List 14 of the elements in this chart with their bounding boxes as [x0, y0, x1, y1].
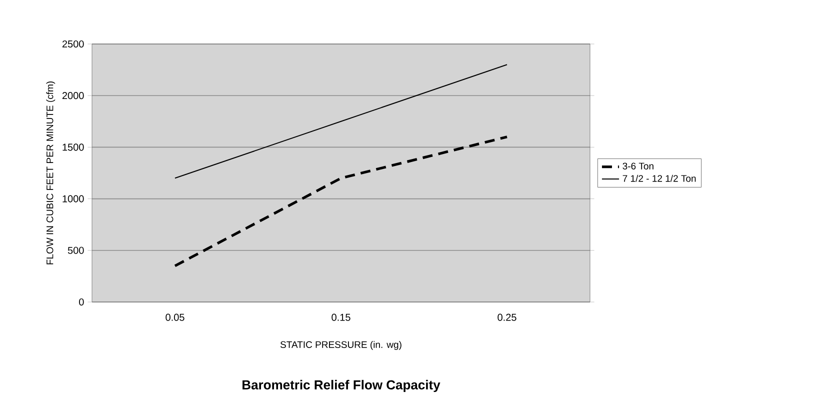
legend-label: 3-6 Ton: [622, 162, 654, 170]
x-axis-title: STATIC PRESSURE (in. wg): [280, 341, 402, 350]
y-tick-label: 0: [79, 298, 84, 306]
y-tick-label: 500: [68, 246, 84, 254]
y-tick-label: 2000: [62, 92, 84, 100]
y-tick-label: 1500: [62, 144, 84, 151]
legend-label: 7 1/2 - 12 1/2 Ton: [622, 174, 696, 182]
y-tick-label: 2500: [62, 40, 84, 48]
x-tick-label: 0.25: [498, 314, 516, 321]
y-tick-label: 1000: [62, 195, 84, 202]
text: Barometric Relief Flow Capacity: [242, 380, 440, 392]
y-axis-title: FLOW IN CUBIC FEET PER MINUTE (cfm): [46, 81, 56, 264]
x-tick-label: 0.15: [332, 314, 350, 321]
x-tick-label: 0.05: [166, 314, 184, 321]
